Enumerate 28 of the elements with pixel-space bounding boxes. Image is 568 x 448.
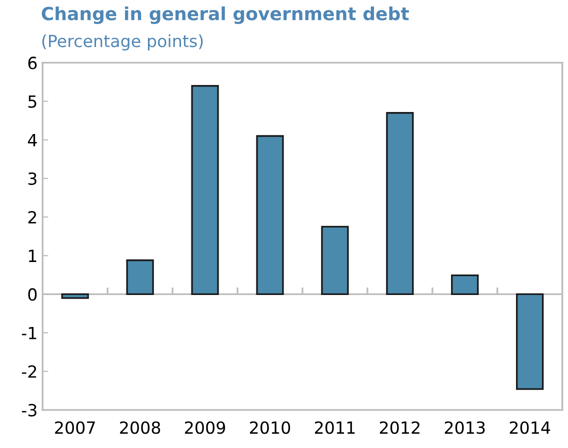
x-tick-label: 2014 xyxy=(510,421,550,434)
bar xyxy=(126,259,154,296)
bar xyxy=(191,85,219,296)
y-tick-label: -2 xyxy=(22,365,36,378)
y-tick-label: 3 xyxy=(28,172,36,186)
bar xyxy=(256,135,284,296)
y-tick-label: -1 xyxy=(22,326,36,340)
y-tick-label: 2 xyxy=(28,210,36,224)
y-tick-label: 6 xyxy=(28,56,37,70)
bar xyxy=(516,293,544,390)
y-tick-label: 1 xyxy=(28,250,36,262)
x-tick-label: 2013 xyxy=(444,421,485,434)
chart-title: Change in general government debt xyxy=(42,6,409,24)
y-tick-label: -3 xyxy=(22,404,36,416)
bar xyxy=(386,112,414,296)
bar xyxy=(451,274,479,296)
x-tick-label: 2008 xyxy=(120,421,160,434)
y-tick-label: 5 xyxy=(28,95,36,108)
bar xyxy=(61,293,89,299)
x-tick-label: 2010 xyxy=(250,421,290,434)
x-tick-label: 2011 xyxy=(314,421,355,434)
x-tick-label: 2012 xyxy=(380,421,420,434)
chart-subtitle: (Percentage points) xyxy=(42,34,203,51)
x-tick-label: 2007 xyxy=(55,421,95,434)
y-tick-label: 0 xyxy=(28,288,37,301)
x-tick-label: 2009 xyxy=(185,421,226,434)
y-tick-label: 4 xyxy=(28,134,37,146)
bar xyxy=(321,226,349,296)
